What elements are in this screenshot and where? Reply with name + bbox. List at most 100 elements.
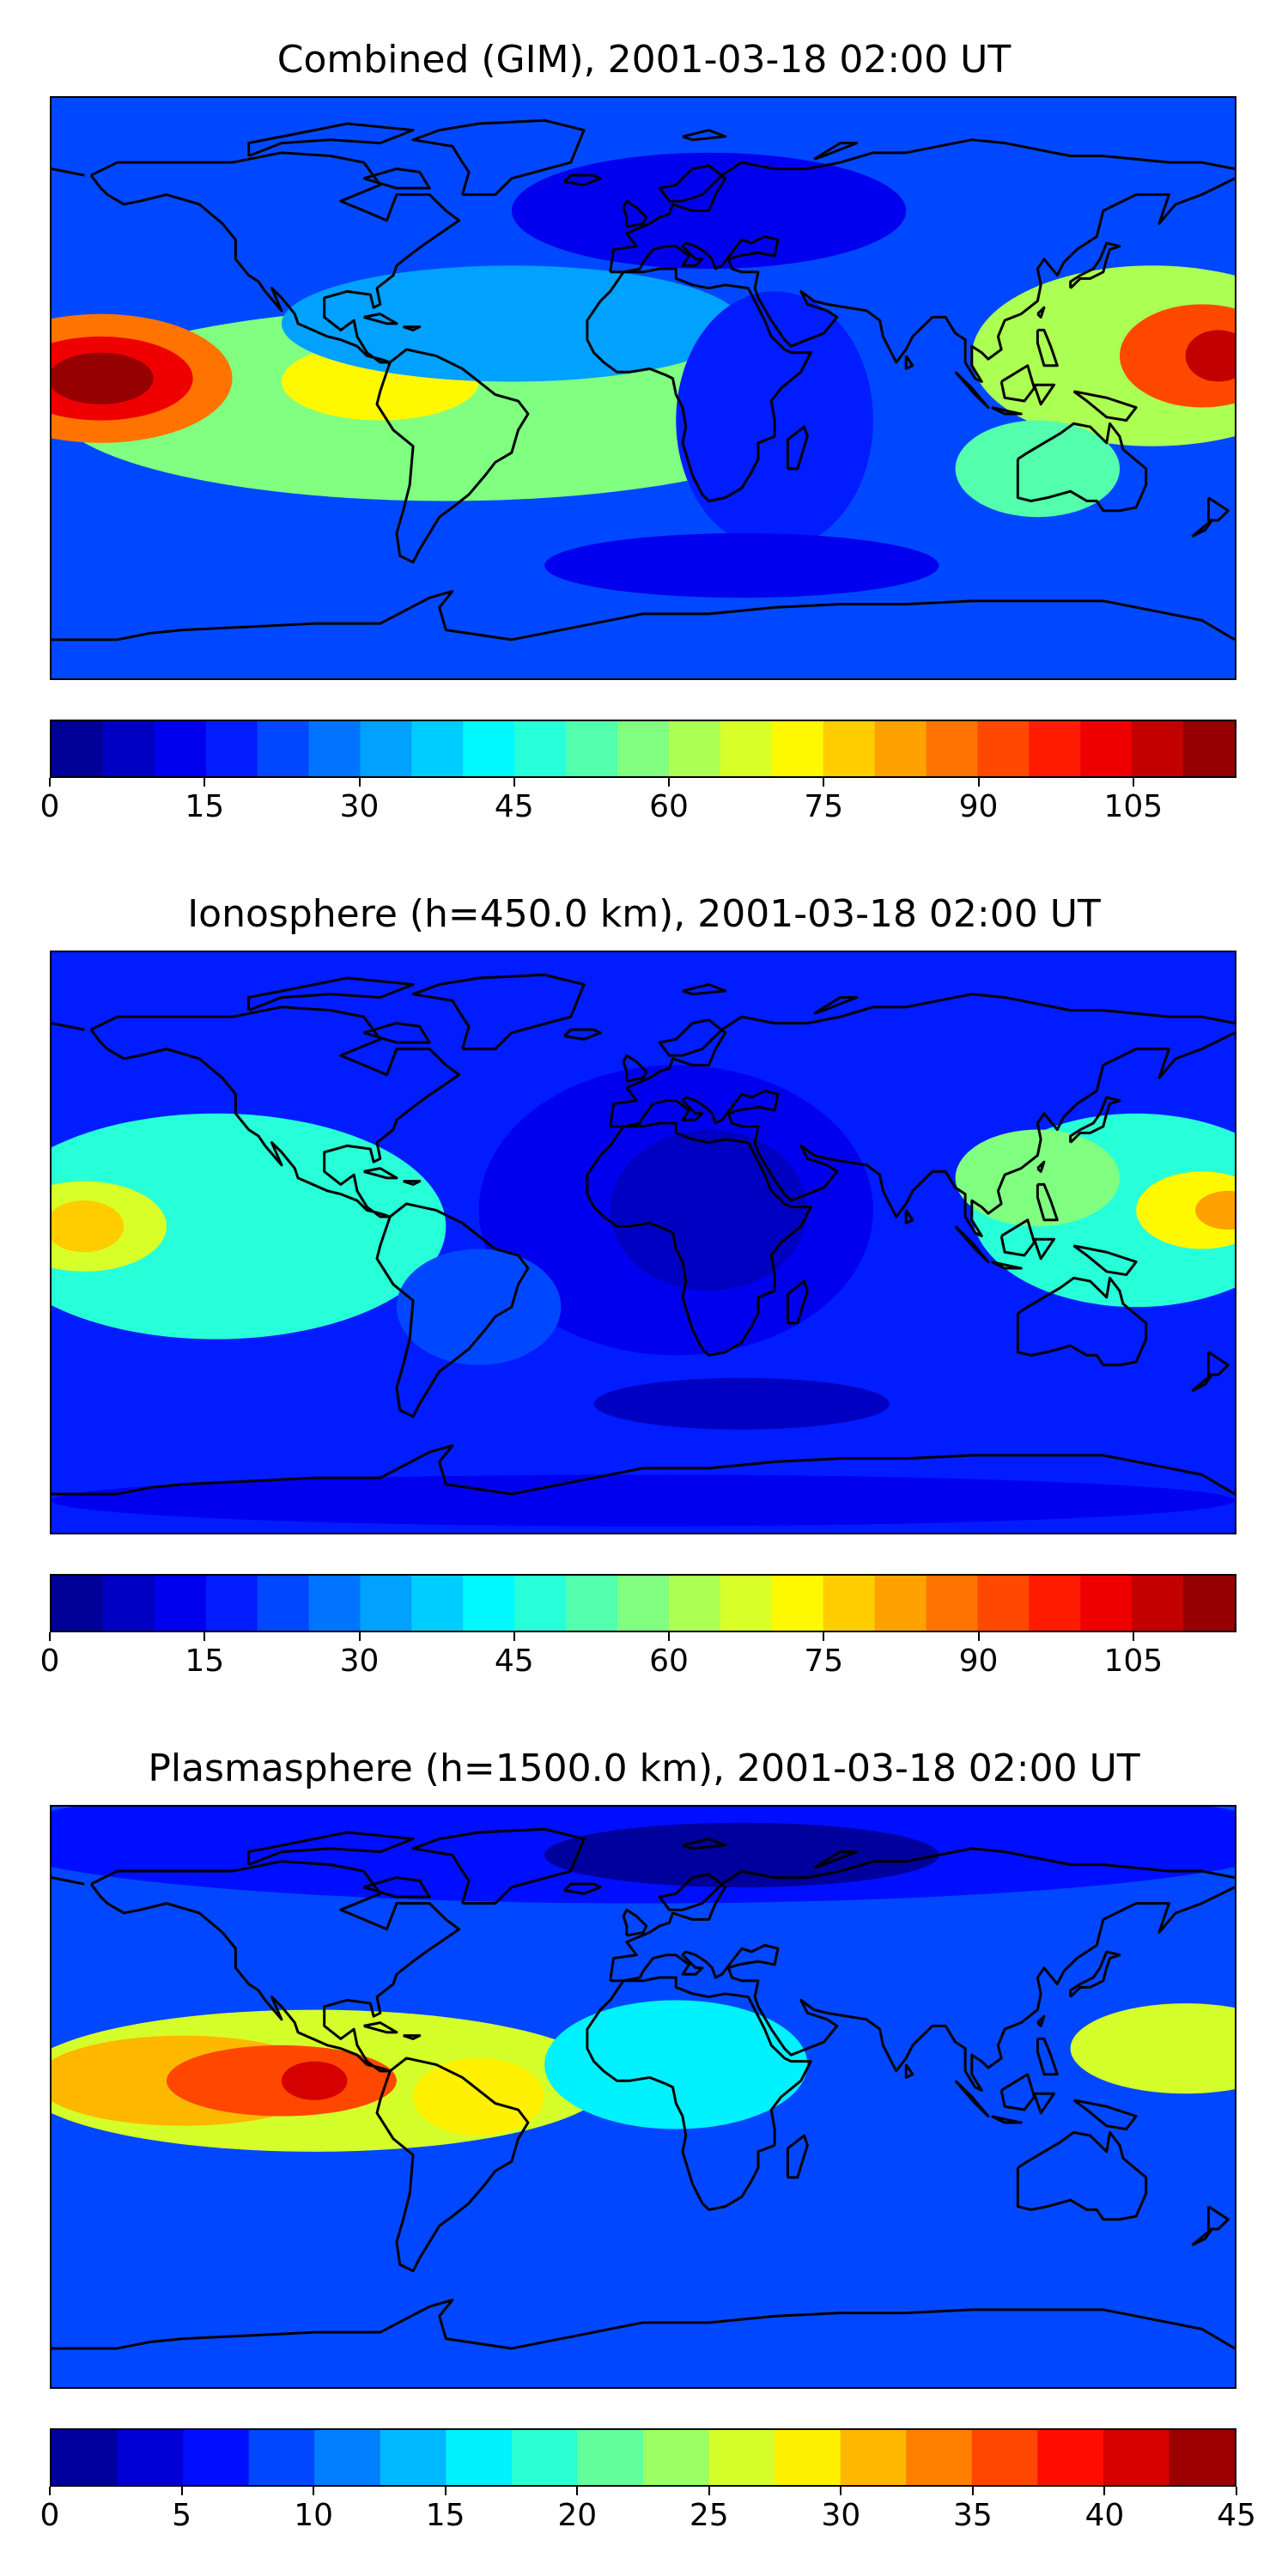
- colorbar-ticks-plasmasphere: 0 5 10 15 20 25 30 35 40 45: [40, 2487, 1256, 2538]
- colorbar-tick-label: 10: [294, 2498, 334, 2533]
- field-contour: [1120, 304, 1235, 408]
- panel-title-ionosphere: Ionosphere (h=450.0 km), 2001-03-18 02:0…: [187, 892, 1101, 936]
- colorbar-tick: [576, 2487, 579, 2495]
- coastline: [586, 267, 812, 502]
- colorbar-tick-label: 20: [557, 2498, 598, 2533]
- colorbar-tick: [358, 778, 361, 787]
- coastline: [52, 167, 85, 177]
- coastline: [1033, 383, 1056, 406]
- colorbar-swatch: [1080, 721, 1133, 776]
- colorbar-tick-label: 105: [1103, 789, 1163, 824]
- coastline: [247, 976, 415, 1012]
- colorbar-tick: [49, 2487, 51, 2495]
- coastline: [1036, 306, 1046, 319]
- field-contour: [593, 1377, 890, 1430]
- map-ionosphere: [50, 951, 1236, 1534]
- field-contour: [1195, 1190, 1235, 1230]
- coastline: [1069, 1950, 1121, 1998]
- coastline: [1016, 1276, 1148, 1367]
- field-contour: [544, 533, 939, 598]
- colorbar-swatch: [205, 1576, 258, 1631]
- colorbar-tick: [668, 1632, 671, 1641]
- coastline: [1033, 2092, 1056, 2115]
- colorbar-swatch: [257, 1576, 310, 1631]
- colorbar-swatch: [360, 1576, 412, 1631]
- colorbar-swatch: [720, 1576, 773, 1631]
- coastline: [622, 199, 648, 228]
- field-contour: [906, 2154, 1170, 2233]
- colorbar-tick-label: 75: [804, 789, 844, 824]
- colorbar-tick-label: 25: [689, 2498, 729, 2533]
- coastline: [375, 1202, 530, 1419]
- colorbar-swatch: [874, 721, 927, 776]
- coastline: [1191, 519, 1213, 538]
- colorbar-tick-label: 75: [804, 1643, 844, 1679]
- colorbar-tick: [1132, 778, 1134, 787]
- colorbar-swatch: [1183, 1576, 1235, 1631]
- colorbar-ionosphere: [50, 1574, 1236, 1632]
- colorbar-swatch: [360, 721, 412, 776]
- coastline: [622, 1908, 648, 1937]
- coastline: [1036, 1160, 1046, 1173]
- coastline: [52, 1022, 85, 1031]
- colorbar-tick: [180, 2487, 183, 2495]
- coastline: [954, 1225, 990, 1264]
- colorbar-swatch: [102, 721, 155, 776]
- coastlines: [52, 118, 1235, 641]
- colorbar-swatch: [617, 1576, 670, 1631]
- colorbar-swatch: [463, 721, 515, 776]
- colorbar-swatch: [205, 721, 258, 776]
- colorbar-tick: [513, 778, 515, 787]
- colorbar-swatch: [446, 2430, 513, 2485]
- colorbar-tick-label: 15: [185, 789, 225, 824]
- colorbar-swatch: [257, 721, 310, 776]
- coastline: [411, 1827, 586, 1905]
- colorbar-tick-label: 60: [649, 1643, 689, 1679]
- coastline: [786, 1279, 809, 1325]
- coastline: [1072, 390, 1138, 422]
- colorbar-tick: [313, 2487, 315, 2495]
- coastline: [904, 2063, 914, 2079]
- colorbar-tick: [513, 1632, 515, 1641]
- coastline: [363, 1167, 398, 1180]
- coastline: [363, 2021, 398, 2034]
- colorbar-swatch: [668, 721, 721, 776]
- colorbar-tick: [444, 2487, 447, 2495]
- colorbar-swatch: [926, 721, 979, 776]
- coastline: [786, 425, 809, 471]
- field-contour: [544, 1822, 939, 1887]
- coastline: [586, 1976, 812, 2211]
- colorbar-tick: [204, 778, 206, 787]
- coastline: [52, 1444, 1235, 1496]
- coastline: [1191, 1373, 1213, 1393]
- colorbar-swatch: [248, 2430, 315, 2485]
- coastline: [954, 2080, 990, 2118]
- coastline: [991, 2115, 1023, 2124]
- colorbar-tick: [1132, 1632, 1134, 1641]
- coastline: [609, 993, 1235, 1127]
- field-contour: [1136, 1171, 1235, 1249]
- coastline: [999, 364, 1036, 403]
- colorbar-tick: [823, 778, 825, 787]
- colorbar-swatch: [874, 1576, 927, 1631]
- colorbar-plasmasphere: [50, 2428, 1236, 2487]
- colorbar-swatch: [823, 721, 876, 776]
- coastline: [609, 138, 1235, 273]
- colorbar-swatch: [314, 2430, 381, 2485]
- colorbar-swatch: [411, 1576, 464, 1631]
- colorbar-swatch: [154, 721, 207, 776]
- coastline: [813, 142, 859, 161]
- colorbar-tick-label: 60: [649, 789, 689, 824]
- field-contour: [413, 2057, 545, 2136]
- colorbar-tick: [977, 1632, 980, 1641]
- colorbar-swatch: [977, 1576, 1030, 1631]
- coastlines: [52, 973, 1235, 1496]
- colorbar-swatch: [52, 721, 104, 776]
- coastline: [403, 1180, 422, 1186]
- colorbar-swatch: [514, 721, 567, 776]
- colorbar-tick-label: 30: [339, 1643, 380, 1679]
- colorbar-swatch: [308, 721, 361, 776]
- coastline: [363, 1022, 431, 1044]
- field-contour: [544, 2000, 808, 2129]
- colorbar-swatch: [971, 2430, 1038, 2485]
